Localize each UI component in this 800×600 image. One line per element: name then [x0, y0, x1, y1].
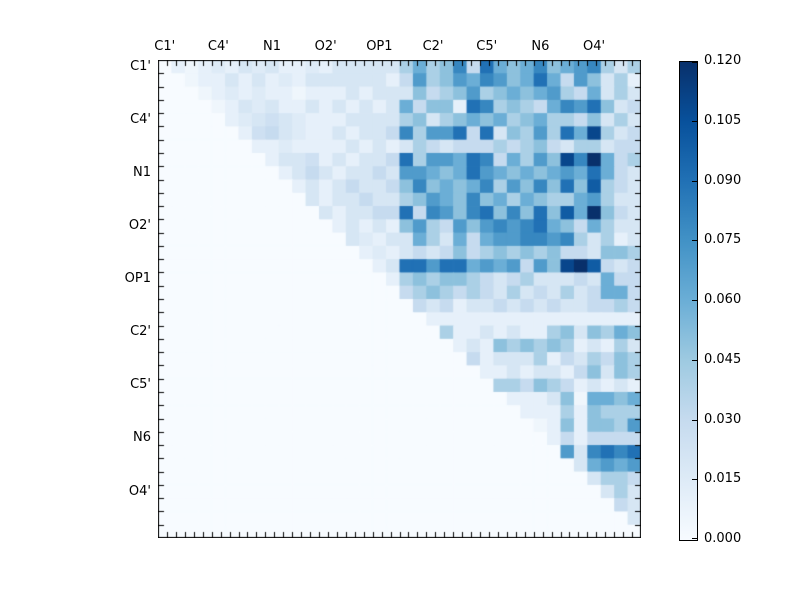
y-axis-label: OP1 — [124, 271, 151, 287]
y-axis-label: C2' — [130, 324, 151, 340]
colorbar-tick-label: 0.075 — [704, 232, 742, 248]
x-axis-label: N1 — [263, 39, 282, 54]
colorbar — [679, 61, 698, 541]
colorbar-tick-label: 0.000 — [704, 531, 742, 546]
y-axis-label: O4' — [128, 483, 151, 499]
y-axis-label: C1' — [130, 58, 151, 74]
y-axis-label: C4' — [130, 111, 151, 127]
colorbar-tick — [692, 121, 697, 122]
y-axis-label: C5' — [130, 377, 151, 393]
x-axis-label: O4' — [582, 39, 606, 54]
y-axis-label: N6 — [133, 430, 151, 446]
heatmap-canvas — [158, 60, 641, 538]
colorbar-tick-label: 0.045 — [704, 351, 742, 367]
colorbar-tick — [692, 181, 697, 182]
y-axis-label: N1 — [133, 164, 151, 180]
x-axis-label: N6 — [531, 39, 550, 54]
colorbar-tick-label: 0.090 — [704, 172, 742, 188]
colorbar-tick-label: 0.060 — [704, 292, 742, 307]
colorbar-tick-label: 0.015 — [704, 471, 742, 487]
colorbar-tick — [692, 538, 697, 539]
colorbar-tick-label: 0.030 — [704, 411, 742, 427]
colorbar-tick-label: 0.105 — [704, 112, 742, 128]
colorbar-tick — [692, 420, 697, 421]
x-axis-label: C5' — [476, 39, 498, 54]
colorbar-tick — [692, 479, 697, 480]
y-axis-label: O2' — [128, 217, 151, 233]
x-axis-label: O2' — [314, 39, 337, 54]
x-axis-label: C4' — [207, 39, 229, 54]
colorbar-tick — [692, 300, 697, 301]
colorbar-tick — [692, 240, 697, 241]
x-axis-label: OP1 — [366, 39, 393, 54]
x-axis-label: C2' — [422, 39, 444, 54]
colorbar-tick — [692, 360, 697, 361]
colorbar-tick — [692, 62, 697, 63]
colorbar-tick-label: 0.120 — [704, 53, 742, 68]
x-axis-label: C1' — [154, 39, 176, 54]
